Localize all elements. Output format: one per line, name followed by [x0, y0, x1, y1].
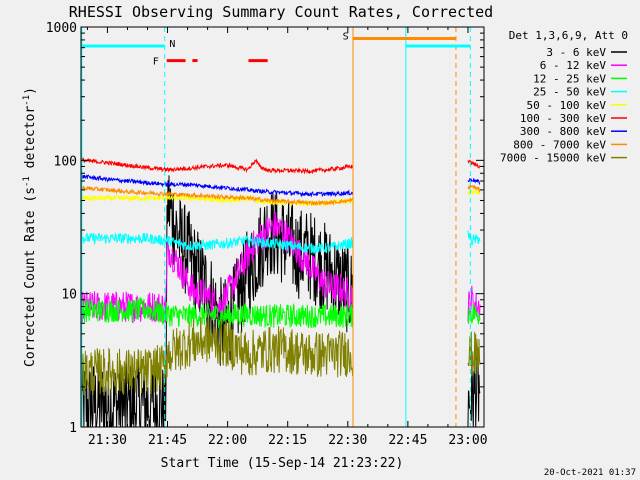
series-8-segment-1: [467, 331, 481, 377]
state-label-0: N: [169, 39, 175, 50]
legend-entry-4: 50 - 100 keV: [527, 99, 607, 112]
legend-entry-0: 3 - 6 keV: [546, 46, 606, 59]
x-tick-label-3: 22:15: [268, 433, 307, 448]
y-label-main: Corrected Count Rate (s: [23, 187, 38, 367]
legend-entry-8: 7000 - 15000 keV: [500, 152, 606, 165]
y-label-end: ): [23, 87, 38, 95]
series-2-segment-1: [467, 304, 481, 325]
vertical-markers: [81, 27, 471, 427]
y-label-mid: detector: [23, 106, 38, 177]
x-axis-ticks: 21:30 21:45 22:00 22:15 22:30 22:45 23:00: [86, 27, 488, 448]
y-tick-label-1: 10: [61, 288, 77, 303]
legend-entry-6: 300 - 800 keV: [520, 125, 606, 138]
flare-label: F: [153, 57, 159, 68]
series-5-segment-0: [81, 157, 354, 175]
y-axis-label: Corrected Count Rate (s-1 detector-1): [22, 87, 38, 367]
y-axis-ticks: 1 10 100 1000: [46, 21, 484, 436]
series-0-segment-0: [81, 175, 354, 427]
state-label-3: S: [343, 31, 349, 42]
x-tick-label-0: 21:30: [88, 433, 127, 448]
x-axis-label: Start Time (15-Sep-14 21:23:22): [161, 456, 404, 471]
legend-title: Det 1,3,6,9, Att 0: [509, 29, 628, 42]
legend-entry-1: 6 - 12 keV: [540, 59, 607, 72]
series-7-segment-1: [467, 183, 481, 193]
y-label-sup-1: -1: [22, 176, 32, 187]
legend-entry-2: 12 - 25 keV: [533, 72, 606, 85]
series-8-segment-0: [81, 317, 354, 396]
x-tick-label-2: 22:00: [208, 433, 247, 448]
chart-title: RHESSI Observing Summary Count Rates, Co…: [69, 3, 493, 21]
x-tick-label-5: 22:45: [388, 433, 427, 448]
x-tick-label-4: 22:30: [328, 433, 367, 448]
series-3-segment-0: [81, 232, 354, 255]
y-tick-label-0: 1: [69, 421, 77, 436]
series-2-segment-0: [81, 296, 354, 329]
x-tick-label-6: 23:00: [448, 433, 487, 448]
y-tick-label-3: 1000: [46, 21, 77, 36]
series-3-segment-1: [467, 230, 481, 246]
state-bars: NF S: [81, 31, 470, 68]
x-tick-label-1: 21:45: [148, 433, 187, 448]
y-tick-label-2: 100: [54, 154, 77, 169]
series-6-segment-0: [81, 173, 354, 198]
series-1-segment-0: [81, 212, 354, 324]
legend-entry-7: 800 - 7000 keV: [513, 138, 606, 151]
series-6-segment-1: [467, 177, 481, 185]
y-label-sup-2: -1: [22, 95, 32, 106]
series-layer: [81, 157, 481, 427]
series-5-segment-1: [467, 159, 481, 169]
legend-entry-3: 25 - 50 keV: [533, 86, 606, 99]
series-7-segment-0: [81, 185, 353, 207]
legend-entry-5: 100 - 300 keV: [520, 112, 606, 125]
footer-date: 20-Oct-2021 01:37: [544, 468, 636, 478]
plot-frame: [80, 26, 485, 428]
